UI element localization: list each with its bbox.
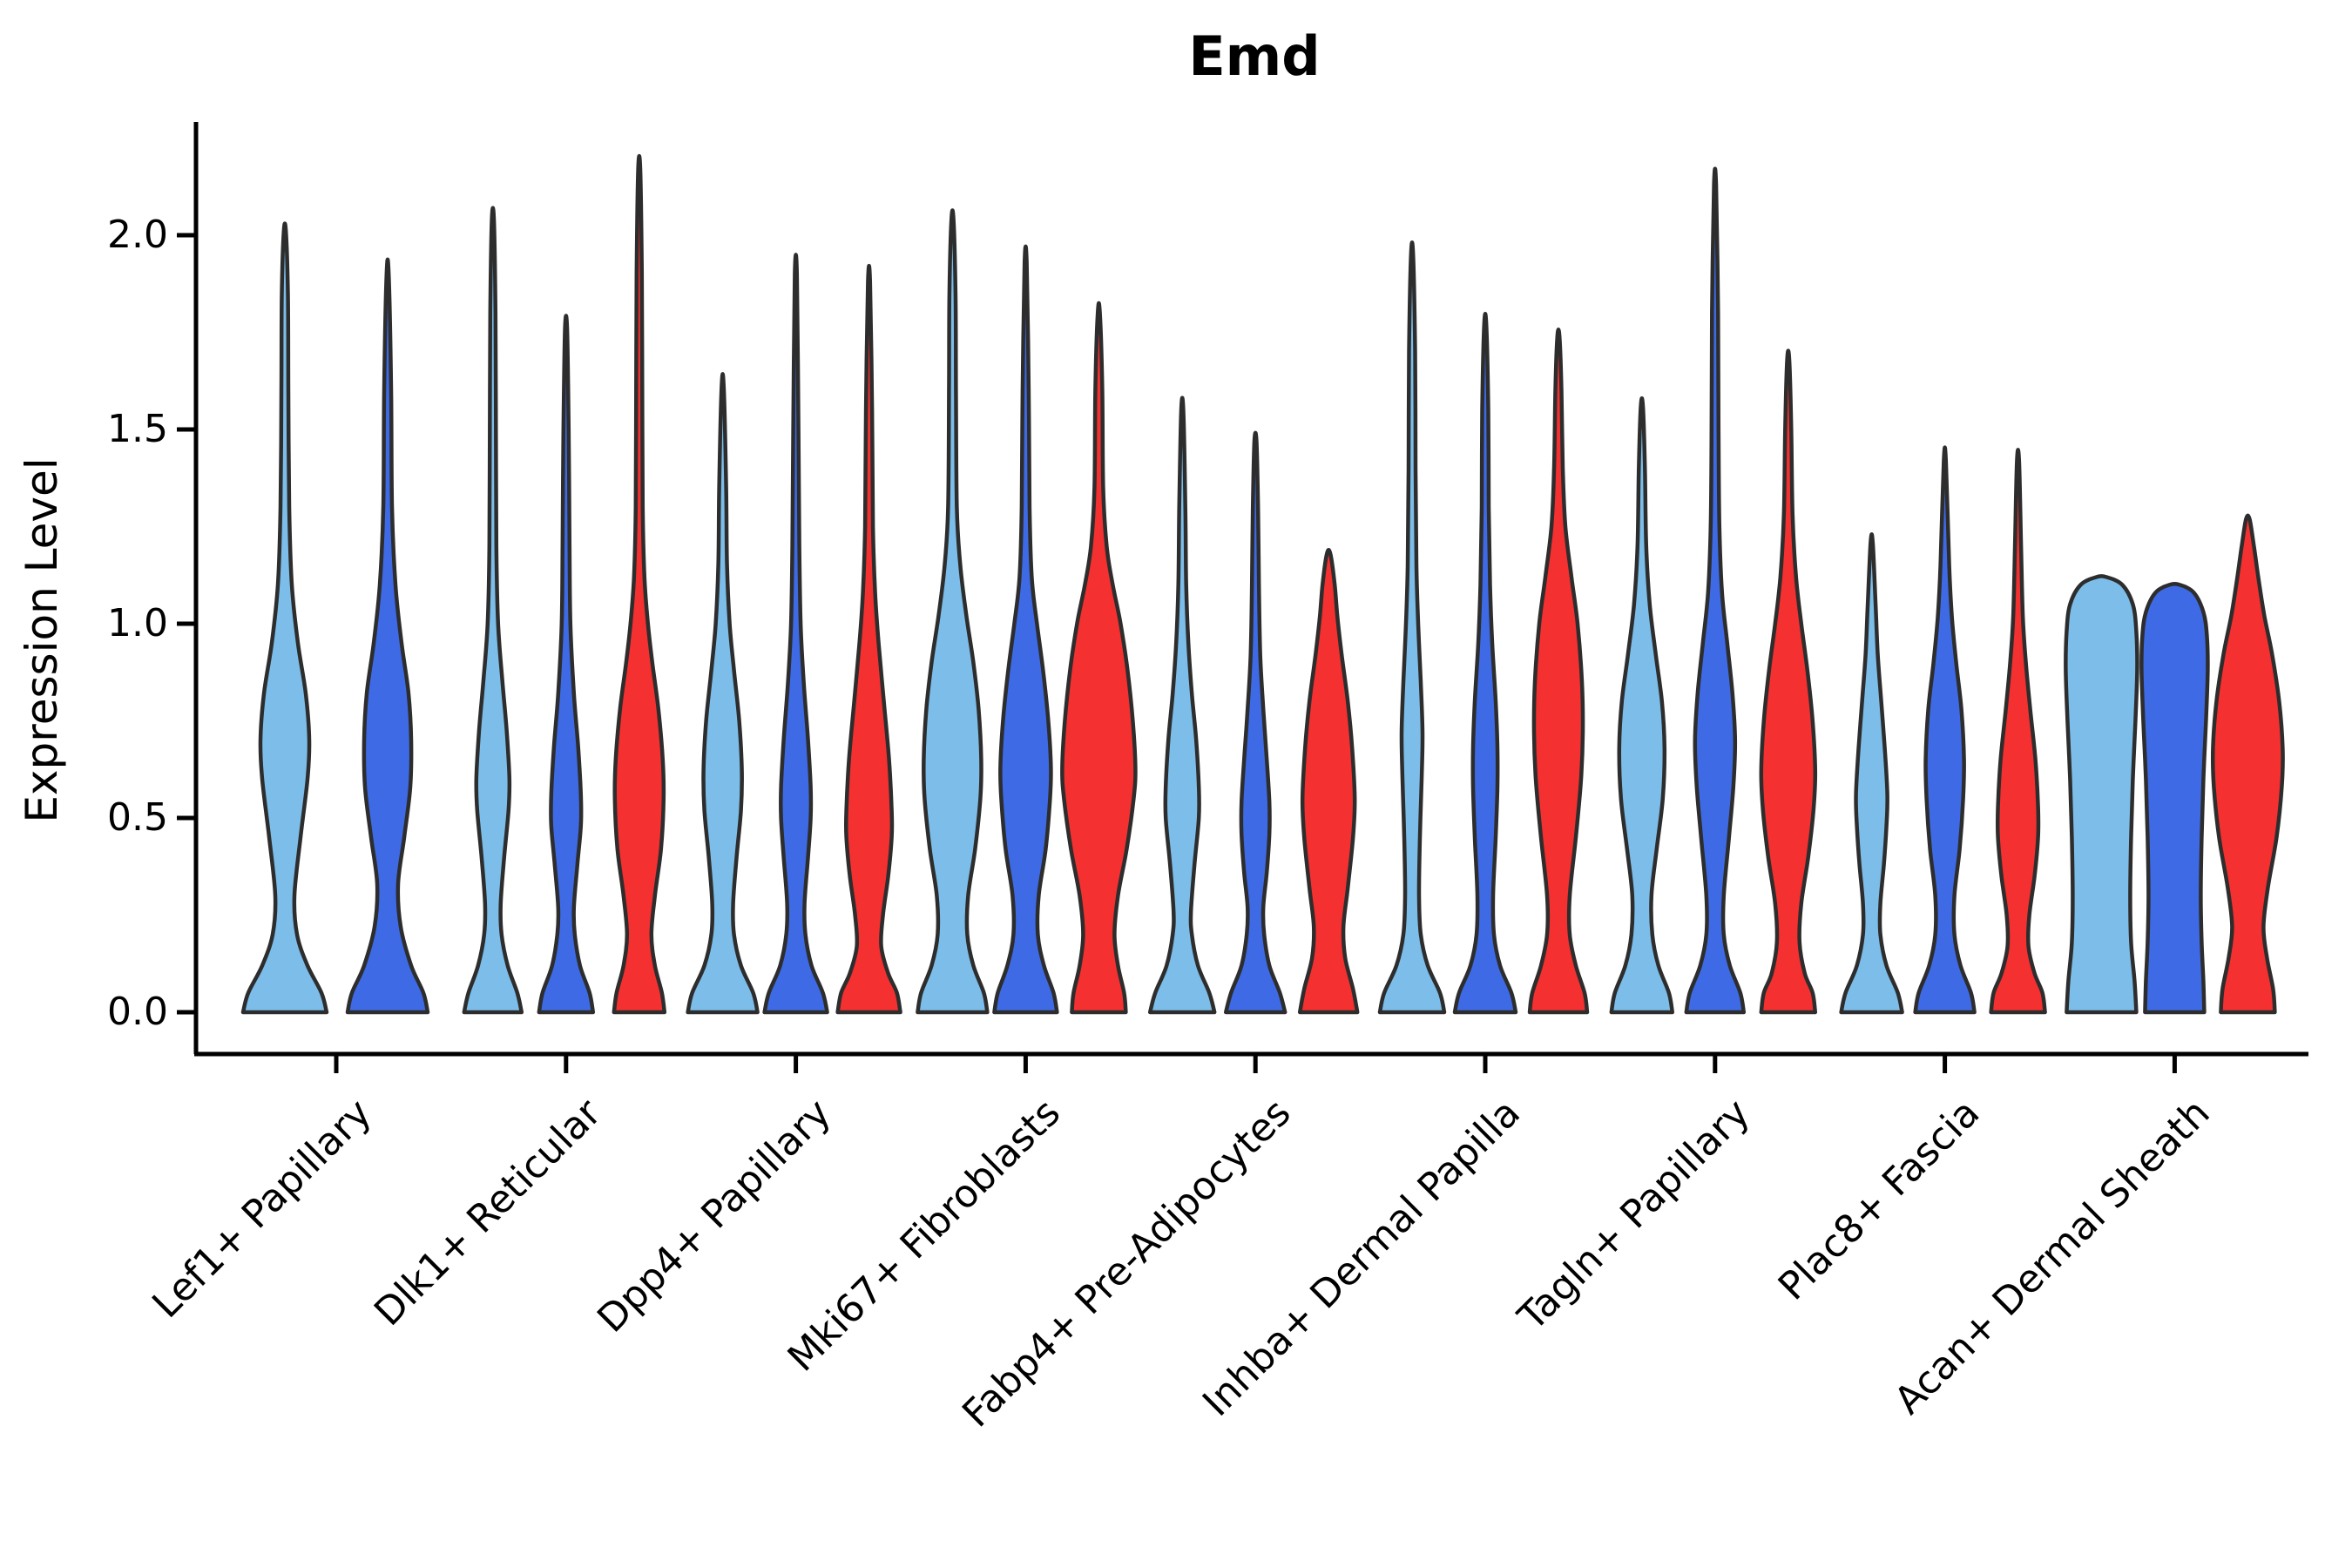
violin-dark_blue bbox=[1452, 312, 1518, 1015]
chart-title: Emd bbox=[1188, 24, 1321, 88]
violin-red bbox=[1989, 448, 2047, 1015]
violin-red bbox=[1060, 301, 1138, 1015]
violin-red bbox=[1759, 348, 1818, 1015]
violin-light_blue bbox=[686, 372, 760, 1015]
violin-dark_blue bbox=[762, 253, 829, 1015]
violin-light_blue bbox=[240, 221, 329, 1015]
violin-red bbox=[1297, 548, 1360, 1015]
violin-dark_blue bbox=[992, 244, 1059, 1015]
violin-light_blue bbox=[2064, 574, 2139, 1015]
violin-dark_blue bbox=[1223, 430, 1288, 1015]
y-tick-label: 0.0 bbox=[107, 990, 168, 1034]
violin-dark_blue bbox=[537, 314, 596, 1015]
violin-light_blue bbox=[1377, 240, 1447, 1015]
y-tick-label: 0.5 bbox=[107, 795, 168, 840]
y-tick-label: 1.0 bbox=[107, 601, 168, 645]
y-tick-label: 1.5 bbox=[107, 407, 168, 451]
violin-light_blue bbox=[1609, 396, 1675, 1015]
violin-dark_blue bbox=[1913, 445, 1977, 1015]
violin-red bbox=[2210, 513, 2285, 1015]
violin-red bbox=[1527, 327, 1590, 1015]
violin-light_blue bbox=[916, 208, 990, 1015]
y-tick-label: 2.0 bbox=[107, 213, 168, 257]
violin-light_blue bbox=[1147, 395, 1217, 1015]
violin-light_blue bbox=[462, 206, 524, 1015]
violin-red bbox=[835, 263, 902, 1015]
violin-red bbox=[612, 153, 667, 1015]
violin-dark_blue bbox=[345, 257, 430, 1015]
violin-dark_blue bbox=[2139, 582, 2210, 1015]
violin-light_blue bbox=[1839, 532, 1904, 1015]
violin-dark_blue bbox=[1684, 166, 1747, 1015]
